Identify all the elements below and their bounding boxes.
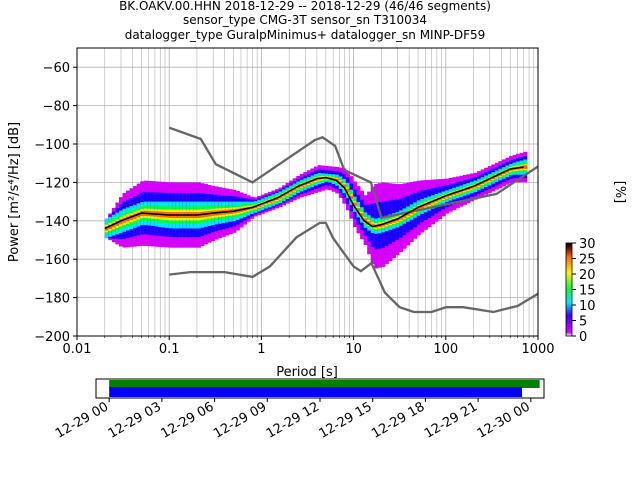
colorbar-tick-label: 0 xyxy=(579,330,587,345)
x-tick-label: 100 xyxy=(433,342,458,357)
x-axis-label: Period [s] xyxy=(276,365,338,380)
density-cell xyxy=(484,179,489,183)
y-tick-label: −160 xyxy=(34,253,70,268)
plot-frame xyxy=(76,47,539,337)
timeline-tick-label: 12-29 15 xyxy=(317,399,375,441)
timeline-tick-label: 12-29 00 xyxy=(53,399,111,441)
colorbar-tick-label: 20 xyxy=(579,268,596,283)
timeline-tick-label: 12-29 09 xyxy=(211,399,269,441)
y-tick-label: −200 xyxy=(34,330,70,345)
timeline-bar-psd xyxy=(109,387,523,397)
y-tick-label: −180 xyxy=(34,292,70,307)
density-cell xyxy=(487,178,492,181)
density-cell xyxy=(498,173,503,176)
colorbar-tick-label: 10 xyxy=(579,299,596,314)
x-tick-label: 1 xyxy=(257,342,265,357)
chart-title-line-2: sensor_type CMG-3T sensor_sn T310034 xyxy=(183,13,427,27)
density-cell xyxy=(491,176,496,180)
density-cell xyxy=(356,208,361,212)
density-cell xyxy=(402,214,407,218)
density-cell xyxy=(289,190,294,193)
density-cell xyxy=(360,213,365,217)
nhnm-line xyxy=(168,126,538,220)
density-cell xyxy=(338,181,343,185)
density-cell xyxy=(296,186,301,189)
nlnm-line xyxy=(169,221,538,314)
colorbar-gradient xyxy=(565,242,573,337)
x-tick-label: 1000 xyxy=(521,342,554,357)
density-cell xyxy=(349,195,354,200)
density-heatmap xyxy=(104,151,528,269)
chart-title-line-3: datalogger_type GuralpMinimus+ datalogge… xyxy=(125,28,486,42)
y-axis-label: Power [m²/s⁴/Hz] [dB] xyxy=(7,122,22,262)
timeline-tick-label: 12-29 12 xyxy=(264,399,322,441)
x-axis-ticks: 0.01 0.1 1 10 100 1000 xyxy=(63,336,555,357)
y-tick-label: −100 xyxy=(34,138,70,153)
density-cell xyxy=(494,174,499,178)
density-cell xyxy=(282,193,287,197)
density-cell xyxy=(108,224,113,230)
density-cell xyxy=(342,184,347,188)
timeline-tick-label: 12-29 06 xyxy=(158,399,216,441)
colorbar-tick-label: 5 xyxy=(579,315,587,330)
density-cell xyxy=(416,206,421,210)
density-cell xyxy=(505,169,510,173)
density-cell xyxy=(523,165,528,169)
y-tick-label: −80 xyxy=(43,100,70,115)
density-cell xyxy=(104,226,109,231)
density-cell xyxy=(480,181,485,185)
y-tick-label: −140 xyxy=(34,215,70,230)
noise-models xyxy=(168,126,538,314)
density-cell xyxy=(345,188,350,193)
density-cell xyxy=(477,183,482,186)
density-cell xyxy=(118,219,123,225)
density-cell xyxy=(278,195,283,199)
density-cell xyxy=(363,218,368,222)
colorbar-tick-label: 25 xyxy=(579,253,596,268)
density-cell xyxy=(292,188,297,191)
timeline-tick-label: 12-30 00 xyxy=(475,399,533,441)
timeline-tick-label: 12-29 18 xyxy=(369,399,427,441)
x-tick-label: 0.1 xyxy=(159,342,180,357)
ppsd-plot: 0.01 0.1 1 10 100 1000 −60 −80 −100 −120 −140 −160… xyxy=(7,47,555,380)
density-cell xyxy=(285,192,290,195)
density-cell xyxy=(111,222,116,228)
x-tick-label: 10 xyxy=(345,342,362,357)
y-tick-label: −120 xyxy=(34,176,70,191)
chart-title-line-1: BK.OAKV.00.HHN 2018-12-29 -- 2018-12-29 … xyxy=(119,0,491,13)
density-cell xyxy=(501,171,506,175)
density-cell xyxy=(115,221,120,226)
density-cell xyxy=(352,202,357,206)
density-cell xyxy=(399,216,404,220)
mean-curve xyxy=(104,166,524,230)
density-cell xyxy=(370,223,375,228)
chart-title: BK.OAKV.00.HHN 2018-12-29 -- 2018-12-29 … xyxy=(119,0,491,42)
timeline-tick-label: 12-29 03 xyxy=(106,399,164,441)
timeline-tick-label: 12-29 21 xyxy=(422,399,480,441)
mean-curve-layer xyxy=(104,166,524,230)
y-tick-label: −60 xyxy=(43,61,70,76)
density-cell xyxy=(367,221,372,225)
colorbar-tick-label: 15 xyxy=(579,284,596,299)
y-axis-ticks: −60 −80 −100 −120 −140 −160 −180 −200 xyxy=(34,61,77,345)
density-cell xyxy=(473,184,478,188)
timeline-bar-data xyxy=(109,380,540,388)
colorbar-tick-label: 30 xyxy=(579,237,596,252)
colorbar-label: [%] xyxy=(612,181,627,204)
density-cell xyxy=(406,212,411,216)
x-tick-label: 0.01 xyxy=(63,342,92,357)
timeline-bars xyxy=(109,380,540,397)
